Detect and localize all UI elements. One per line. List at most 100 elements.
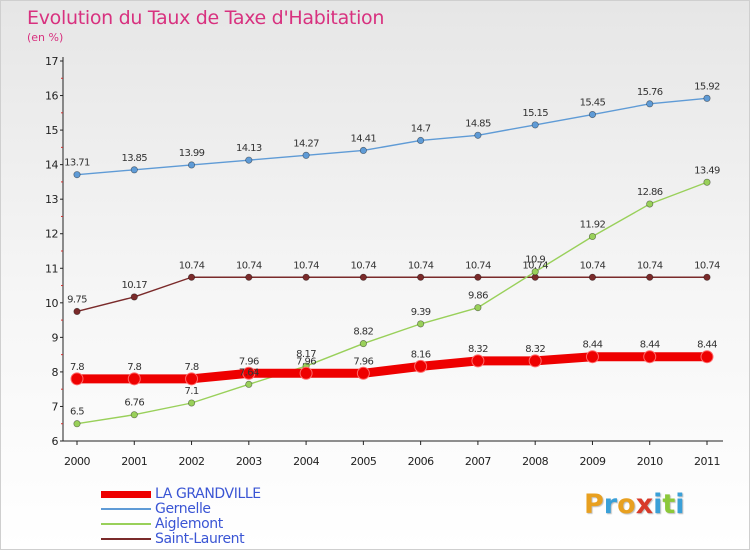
data-label: 8.44 [697, 340, 717, 351]
data-label: 10.74 [694, 260, 720, 271]
data-label: 15.76 [637, 87, 663, 98]
logo-letter: P [584, 489, 604, 520]
data-label: 7.64 [239, 367, 259, 378]
data-point [531, 268, 539, 276]
data-point [703, 178, 711, 186]
y-tick-label: 12 [45, 228, 58, 241]
series-line-gernelle [76, 97, 708, 176]
data-label: 15.15 [522, 108, 548, 119]
data-point [585, 350, 599, 364]
x-tick-label: 2005 [350, 455, 376, 468]
data-label: 8.82 [353, 327, 373, 338]
data-point [73, 171, 81, 179]
data-label: 10.74 [580, 260, 606, 271]
data-label: 10.74 [179, 260, 205, 271]
data-label: 10.74 [637, 260, 663, 271]
data-point [187, 273, 196, 281]
data-point [359, 146, 367, 155]
data-label: 10.74 [293, 260, 319, 271]
y-tick-label: 10 [45, 297, 58, 310]
data-label: 10.74 [408, 260, 434, 271]
data-point [588, 273, 597, 281]
data-point [299, 366, 313, 380]
data-label: 8.44 [640, 340, 660, 351]
data-label: 10.74 [351, 260, 377, 271]
data-point [245, 380, 253, 388]
data-label: 8.32 [468, 344, 488, 355]
data-point [245, 273, 253, 281]
data-point [245, 156, 253, 164]
logo-letter: i [675, 489, 685, 520]
x-tick-label: 2001 [121, 455, 147, 468]
y-tick-label: 11 [45, 262, 58, 275]
data-point [417, 320, 425, 328]
data-point [187, 399, 196, 407]
x-tick-label: 2009 [579, 455, 605, 468]
logo-letter: r [603, 489, 618, 520]
data-label: 13.85 [121, 153, 147, 164]
data-label: 13.71 [64, 158, 90, 169]
data-label: 6.5 [70, 407, 84, 418]
data-point [646, 200, 654, 208]
x-tick-label: 2006 [408, 455, 434, 468]
logo-letter: o [617, 489, 636, 520]
data-point [187, 161, 196, 169]
data-label: 7.96 [353, 356, 373, 367]
data-point [703, 94, 711, 102]
logo-letter: x [635, 489, 654, 520]
data-label: 10.74 [465, 260, 491, 271]
data-point [588, 110, 597, 119]
data-point [703, 273, 711, 281]
data-label: 9.75 [67, 294, 87, 305]
x-tick-label: 2011 [694, 455, 720, 468]
data-point [417, 273, 425, 281]
data-point [700, 350, 714, 364]
data-label: 14.13 [236, 143, 262, 154]
data-label: 8.32 [525, 344, 545, 355]
y-tick-label: 15 [45, 124, 58, 137]
x-tick-label: 2003 [236, 455, 262, 468]
legend-swatch-aiglemont [101, 523, 151, 525]
legend-label-aiglemont: Aiglemont [155, 516, 223, 532]
data-label: 13.49 [694, 165, 720, 176]
data-label: 10.74 [522, 260, 548, 271]
data-point [531, 121, 539, 129]
x-tick-label: 2002 [179, 455, 205, 468]
y-tick-label: 16 [45, 90, 58, 103]
data-point [302, 273, 310, 281]
data-point [242, 366, 256, 380]
data-label: 10.74 [236, 260, 262, 271]
data-label: 12.86 [637, 187, 663, 198]
legend-swatch-la-grandville [101, 491, 151, 498]
x-tick-label: 2000 [64, 455, 90, 468]
logo-letter: t [662, 489, 676, 520]
y-tick-label: 8 [52, 366, 59, 379]
y-tick-label: 17 [45, 55, 58, 68]
data-point [70, 372, 84, 386]
x-tick-label: 2004 [293, 455, 319, 468]
proxiti-logo: Proxiti [584, 489, 685, 520]
data-point [474, 273, 482, 281]
legend-label-la-grandville: LA GRANDVILLE [155, 486, 261, 502]
data-label: 14.41 [351, 133, 377, 144]
data-point [356, 366, 370, 380]
series-line-saint-laurent [76, 276, 708, 313]
series-line-aiglemont [76, 181, 708, 425]
data-label: 7.8 [70, 362, 84, 373]
data-label: 10.17 [121, 280, 147, 291]
data-label: 14.85 [465, 118, 491, 129]
data-point [359, 340, 367, 348]
y-tick-label: 7 [52, 400, 59, 413]
data-point [359, 273, 367, 281]
data-label: 14.7 [411, 123, 431, 134]
data-label: 15.92 [694, 81, 720, 92]
data-point [127, 372, 141, 386]
y-tick-label: 6 [52, 435, 59, 448]
data-point [417, 136, 425, 145]
data-point [302, 151, 310, 159]
x-tick-label: 2010 [637, 455, 663, 468]
data-label: 7.1 [184, 386, 198, 397]
data-point [73, 307, 81, 316]
